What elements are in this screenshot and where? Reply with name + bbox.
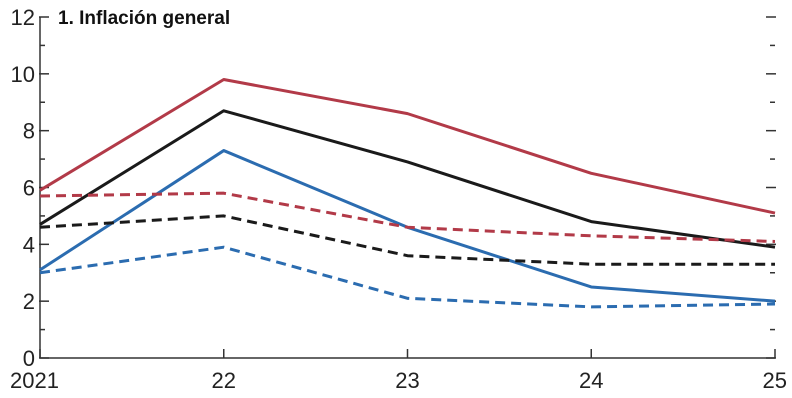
x-tick-label: 24 (579, 368, 603, 393)
y-tick-label: 6 (23, 176, 35, 201)
x-tick-label: 25 (763, 368, 787, 393)
x-tick-label: 23 (395, 368, 419, 393)
x-tick-label: 2021 (10, 368, 59, 393)
series-line-1 (39, 78, 776, 215)
y-tick-label: 12 (11, 5, 35, 30)
y-tick-label: 8 (23, 119, 35, 144)
y-tick-label: 4 (23, 232, 35, 257)
series-line-4 (39, 191, 776, 243)
y-tick-label: 0 (23, 346, 35, 371)
chart-title: 1. Inflación general (58, 8, 230, 29)
series-line-6 (39, 245, 776, 309)
y-tick-label: 2 (23, 289, 35, 314)
series-line-5 (39, 214, 775, 266)
series-line-2 (39, 109, 776, 249)
y-tick-label: 10 (11, 62, 35, 87)
x-tick-label: 22 (212, 368, 236, 393)
